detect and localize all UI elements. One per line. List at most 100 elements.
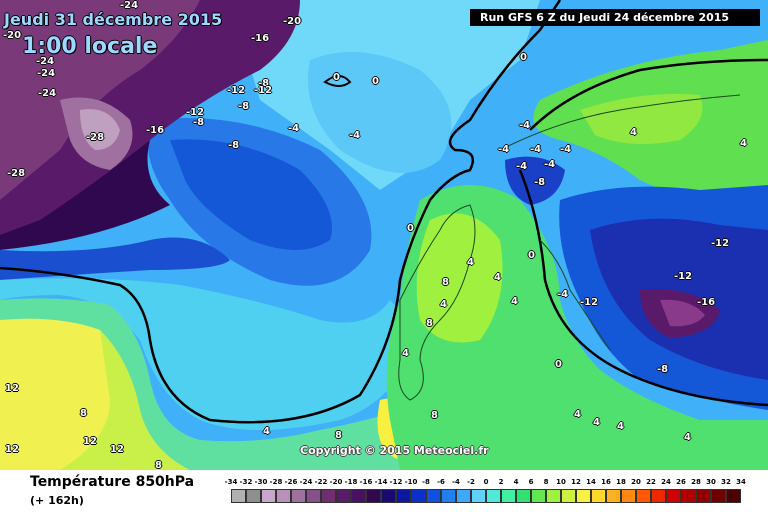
legend-swatch xyxy=(516,489,531,503)
legend-label: -26 xyxy=(284,478,298,486)
isotherm-label: 4 xyxy=(617,421,624,432)
legend-label: 12 xyxy=(571,478,581,486)
temperature-legend: -34 -32 -30 -28 -26 -24 -22 -20 -18 -16 -14 -12 -10-… xyxy=(222,478,746,506)
legend-label: 16 xyxy=(601,478,611,486)
isotherm-label: -24 xyxy=(38,88,57,99)
legend-swatch xyxy=(351,489,366,503)
legend-swatch xyxy=(531,489,546,503)
isotherm-label: -12 xyxy=(186,107,205,118)
isotherm-label: -12 xyxy=(254,85,273,96)
legend-swatch xyxy=(276,489,291,503)
isotherm-label: 4 xyxy=(593,417,600,428)
isotherm-label: -12 xyxy=(674,271,693,282)
legend-label: 30 xyxy=(706,478,716,486)
legend-swatch xyxy=(261,489,276,503)
legend-label: 6 xyxy=(528,478,534,486)
isotherm-label: 4 xyxy=(402,348,409,359)
legend-label: -34 xyxy=(224,478,238,486)
legend-swatch xyxy=(411,489,426,503)
legend-swatch xyxy=(561,489,576,503)
isotherm-label: 12 xyxy=(5,444,19,455)
legend-label: -6 xyxy=(437,478,445,486)
legend-label: -16 xyxy=(359,478,373,486)
isotherm-label: -4 xyxy=(557,289,569,300)
isotherm-label: -4 xyxy=(530,144,542,155)
legend-swatch xyxy=(726,489,741,503)
isotherm-label: -28 xyxy=(7,168,26,179)
isotherm-label: -16 xyxy=(251,33,270,44)
legend-swatch xyxy=(501,489,516,503)
legend-label: 34 xyxy=(736,478,746,486)
isotherm-label: 12 xyxy=(110,444,124,455)
isotherm-label: 0 xyxy=(333,72,340,83)
variable-title: Température 850hPa xyxy=(30,474,195,490)
copyright-notice: Copyright © 2015 Meteociel.fr xyxy=(300,444,489,457)
isotherm-label: -12 xyxy=(227,85,246,96)
legend-label: 0 xyxy=(483,478,489,486)
isotherm-label: 8 xyxy=(335,430,342,441)
isotherm-label: 4 xyxy=(574,409,581,420)
isotherm-label: -4 xyxy=(349,130,361,141)
isotherm-label: -24 xyxy=(36,56,55,67)
isotherm-label: -12 xyxy=(580,297,599,308)
legend-label: 28 xyxy=(691,478,701,486)
legend-swatch xyxy=(426,489,441,503)
legend-swatch xyxy=(636,489,651,503)
isotherm-label: 12 xyxy=(5,383,19,394)
isotherm-label: -8 xyxy=(228,140,240,151)
legend-swatch xyxy=(456,489,471,503)
isotherm-label: 0 xyxy=(555,359,562,370)
legend-swatch xyxy=(681,489,696,503)
isotherm-label: -4 xyxy=(516,161,528,172)
legend-swatch xyxy=(666,489,681,503)
isotherm-label: -20 xyxy=(283,16,302,27)
legend-swatch xyxy=(591,489,606,503)
legend-swatch xyxy=(471,489,486,503)
legend-label: -8 xyxy=(422,478,430,486)
isotherm-label: 8 xyxy=(442,277,449,288)
legend-label: -2 xyxy=(467,478,475,486)
legend-label: 18 xyxy=(616,478,626,486)
legend-swatch xyxy=(576,489,591,503)
isotherm-label: 0 xyxy=(520,52,527,63)
legend-label: 20 xyxy=(631,478,641,486)
isotherm-label: -4 xyxy=(498,144,510,155)
legend-label: 22 xyxy=(646,478,656,486)
isotherm-label: 8 xyxy=(155,460,162,471)
legend-label: 4 xyxy=(513,478,519,486)
isotherm-label: -28 xyxy=(86,132,105,143)
isotherm-label: 8 xyxy=(431,410,438,421)
legend-label: -20 xyxy=(329,478,343,486)
isotherm-label: 4 xyxy=(630,127,637,138)
isotherm-label: -24 xyxy=(120,0,139,11)
legend-swatch xyxy=(396,489,411,503)
isotherm-label: -8 xyxy=(193,117,205,128)
legend-swatch xyxy=(246,489,261,503)
isotherm-label: -20 xyxy=(3,30,22,41)
legend-swatch xyxy=(621,489,636,503)
isotherm-label: -8 xyxy=(258,78,270,89)
legend-label: 32 xyxy=(721,478,731,486)
lead-time: (+ 162h) xyxy=(30,494,84,507)
isotherm-label: 4 xyxy=(511,296,518,307)
legend-label: -18 xyxy=(344,478,358,486)
legend-swatch xyxy=(651,489,666,503)
legend-label: 14 xyxy=(586,478,596,486)
isotherm-label: 8 xyxy=(426,318,433,329)
temperature-map: -24 -20 -20 -16 -24 -24 -24 -28 -28 -16 … xyxy=(0,0,768,470)
legend-swatch xyxy=(606,489,621,503)
legend-label: -14 xyxy=(374,478,388,486)
map-field xyxy=(0,0,768,470)
isotherm-label: 0 xyxy=(528,250,535,261)
isotherm-label: -4 xyxy=(519,120,531,131)
legend-label: 24 xyxy=(661,478,671,486)
isotherm-label: -8 xyxy=(238,101,250,112)
isotherm-label: 4 xyxy=(684,432,691,443)
isotherm-label: -8 xyxy=(657,364,669,375)
legend-swatch xyxy=(711,489,726,503)
legend-swatch xyxy=(381,489,396,503)
legend-label: 2 xyxy=(498,478,504,486)
isotherm-label: -4 xyxy=(560,144,572,155)
map-footer: Température 850hPa (+ 162h) -34 -32 -30 -28… xyxy=(0,470,768,512)
